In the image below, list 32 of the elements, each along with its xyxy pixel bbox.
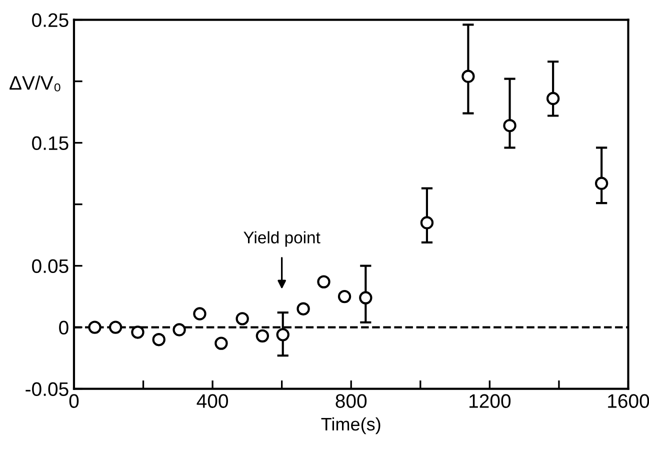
point bbox=[88, 320, 102, 334]
point bbox=[256, 329, 270, 343]
y-tick-label: 0.25 bbox=[32, 13, 68, 28]
point bbox=[193, 307, 206, 320]
y-tick-label: 0.15 bbox=[32, 136, 68, 150]
point bbox=[317, 275, 330, 288]
point bbox=[420, 216, 434, 230]
x-tick-label: 800 bbox=[336, 394, 367, 408]
point bbox=[108, 320, 122, 334]
point bbox=[594, 176, 608, 190]
point bbox=[131, 326, 144, 339]
point bbox=[172, 323, 186, 336]
x-tick-label: 1200 bbox=[470, 394, 511, 408]
x-tick-label: 0 bbox=[69, 394, 79, 408]
y-tick-label: 0.05 bbox=[32, 259, 68, 274]
y-tick-label: 0 bbox=[59, 320, 68, 335]
point bbox=[338, 290, 352, 304]
point bbox=[152, 333, 166, 346]
x-axis-title: Time(s) bbox=[321, 417, 380, 434]
point bbox=[503, 118, 516, 132]
x-tick-label: 400 bbox=[196, 394, 228, 408]
point bbox=[296, 302, 310, 316]
annotation: Yield point bbox=[244, 231, 320, 247]
y-axis-title: ΔV/V₀ bbox=[10, 75, 60, 92]
y-tick-label: -0.05 bbox=[26, 382, 68, 396]
point bbox=[276, 328, 290, 342]
point bbox=[214, 336, 228, 350]
point bbox=[236, 312, 249, 326]
point bbox=[462, 70, 475, 83]
x-tick-label: 1600 bbox=[608, 394, 649, 408]
point bbox=[546, 92, 560, 106]
point bbox=[359, 291, 372, 304]
